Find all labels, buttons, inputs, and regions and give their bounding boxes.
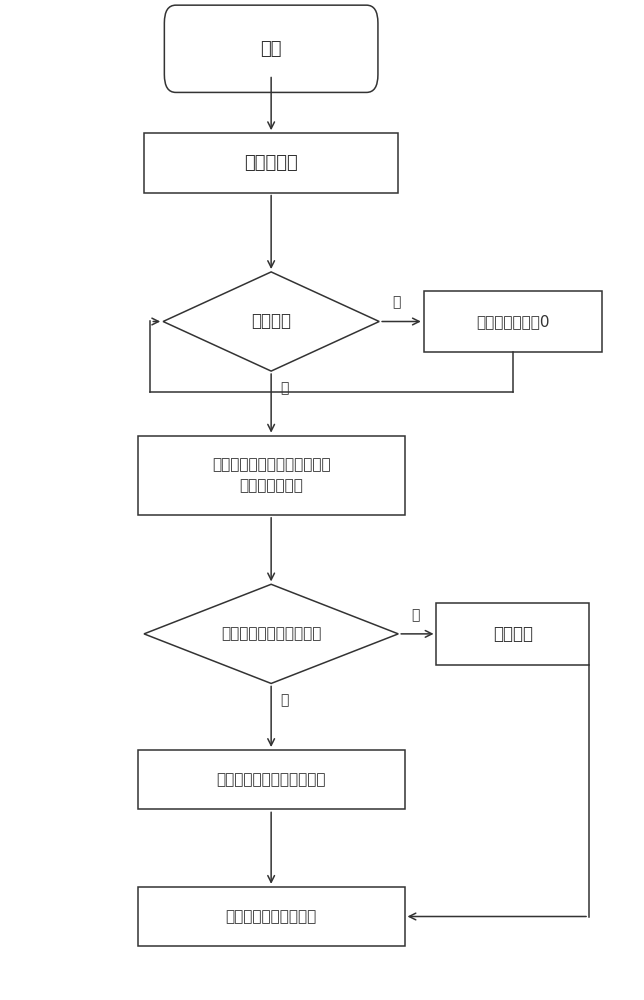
Bar (144, 133, 398, 193)
Text: 硬件初始化: 硬件初始化 (244, 154, 298, 172)
FancyBboxPatch shape (164, 5, 378, 92)
Polygon shape (144, 584, 398, 683)
Bar (138, 887, 404, 946)
Text: 是: 是 (281, 381, 289, 395)
Polygon shape (163, 272, 379, 371)
Text: 将最终控制输出发送至电机: 将最终控制输出发送至电机 (216, 772, 326, 787)
Text: 通过模糊自抗扰控制算法计算
电机的控制输出: 通过模糊自抗扰控制算法计算 电机的控制输出 (212, 457, 330, 493)
Text: 指令设定默认倄0: 指令设定默认倄0 (476, 314, 549, 329)
Bar (138, 436, 404, 515)
Text: 接收指令: 接收指令 (251, 312, 291, 330)
Bar (437, 603, 589, 665)
Text: 否: 否 (392, 296, 401, 310)
Text: 向上位机发送响应信号: 向上位机发送响应信号 (225, 909, 317, 924)
Text: 否: 否 (411, 608, 419, 622)
Text: 开始: 开始 (260, 40, 282, 58)
Text: 释放电机: 释放电机 (493, 625, 533, 643)
Bar (138, 750, 404, 809)
Text: 是: 是 (281, 693, 289, 707)
Text: 最终控制输出在额定范围: 最终控制输出在额定范围 (221, 626, 321, 641)
Bar (424, 291, 601, 352)
